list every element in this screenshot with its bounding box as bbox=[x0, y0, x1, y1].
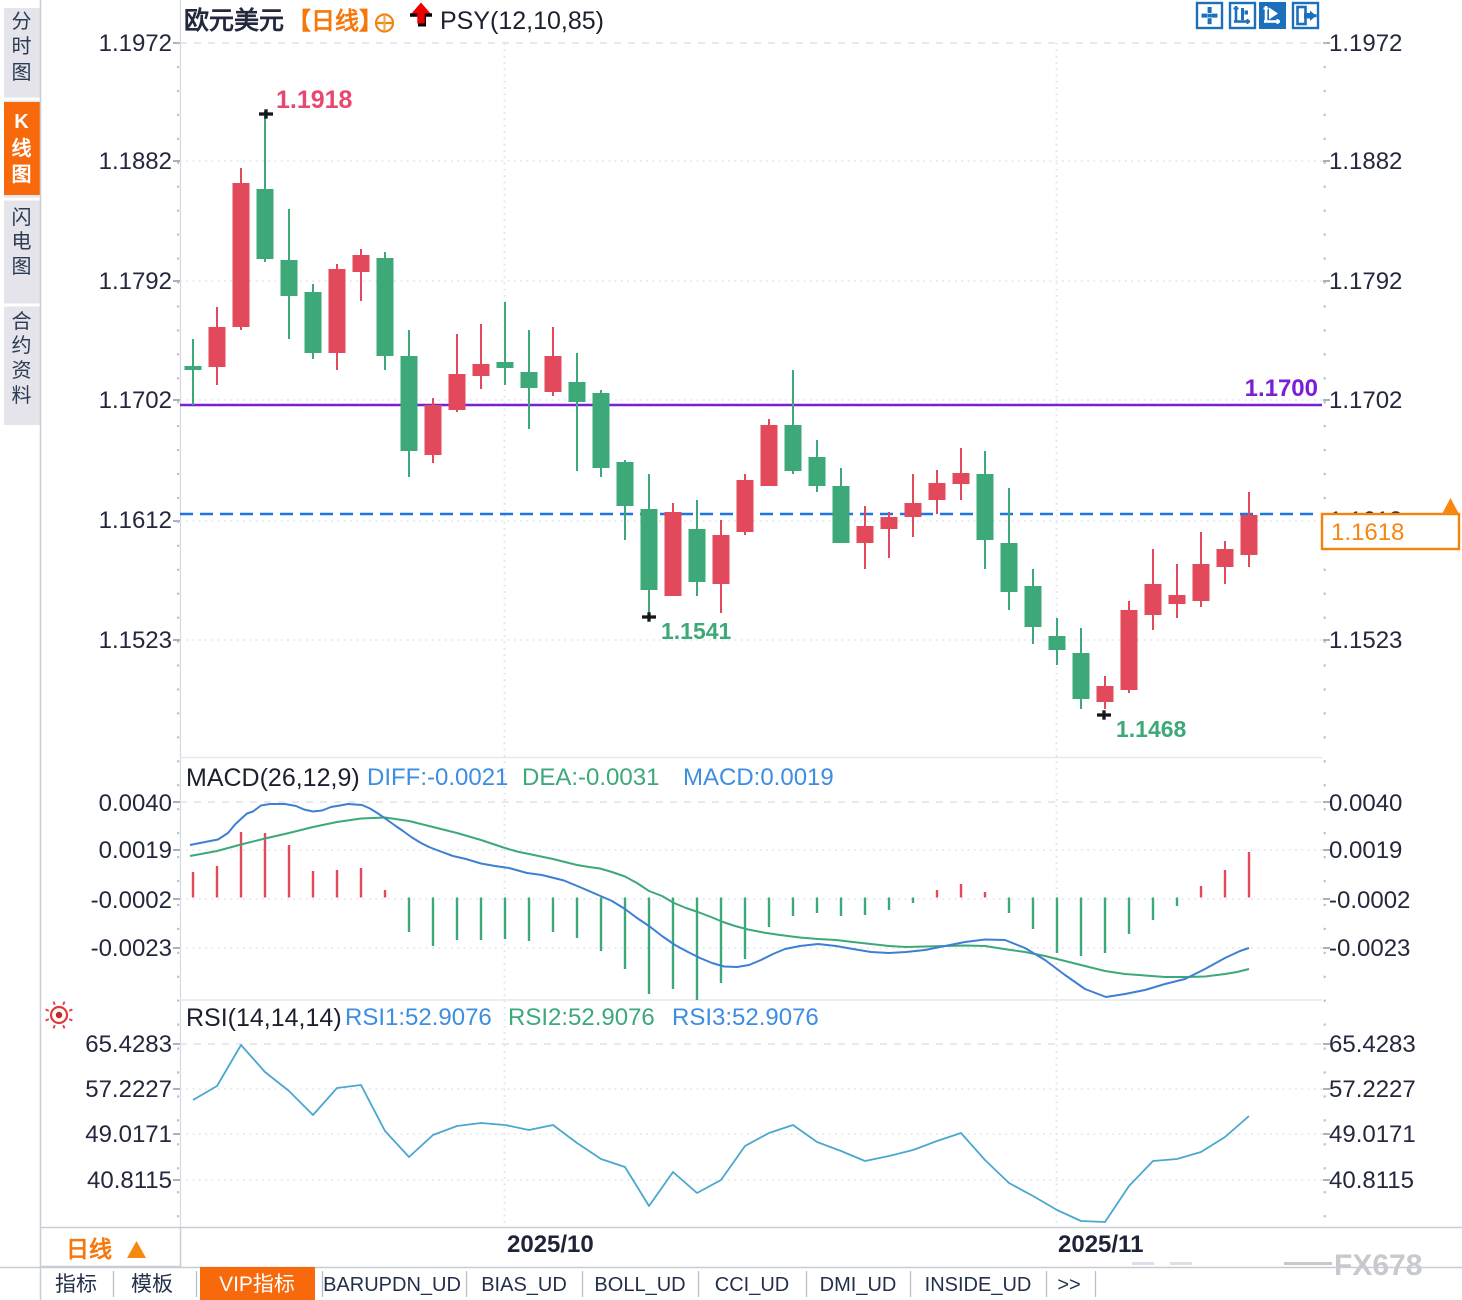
svg-text:-0.0023: -0.0023 bbox=[1329, 935, 1410, 962]
svg-text:0.0040: 0.0040 bbox=[1329, 790, 1402, 817]
svg-text:1.1523: 1.1523 bbox=[99, 627, 172, 654]
svg-text:日线: 日线 bbox=[66, 1236, 112, 1262]
svg-text:图: 图 bbox=[12, 256, 32, 278]
svg-text:2025/11: 2025/11 bbox=[1058, 1231, 1143, 1258]
svg-text:闪: 闪 bbox=[12, 206, 32, 229]
svg-text:MACD(26,12,9): MACD(26,12,9) bbox=[186, 764, 360, 792]
svg-text:FX678: FX678 bbox=[1334, 1249, 1422, 1282]
svg-text:电: 电 bbox=[12, 230, 32, 253]
svg-text:1.1468: 1.1468 bbox=[1116, 716, 1187, 742]
svg-text:1.1882: 1.1882 bbox=[1329, 148, 1402, 175]
svg-text:49.0171: 49.0171 bbox=[1329, 1121, 1416, 1148]
svg-text:0.0019: 0.0019 bbox=[99, 837, 172, 864]
svg-text:RSI1:52.9076: RSI1:52.9076 bbox=[345, 1004, 492, 1031]
svg-text:1.1972: 1.1972 bbox=[1329, 30, 1402, 57]
svg-text:0.0019: 0.0019 bbox=[1329, 837, 1402, 864]
svg-text:DIFF:-0.0021: DIFF:-0.0021 bbox=[367, 764, 508, 791]
svg-text:【日线】: 【日线】 bbox=[287, 8, 383, 35]
svg-text:49.0171: 49.0171 bbox=[85, 1121, 172, 1148]
svg-text:2025/10: 2025/10 bbox=[507, 1231, 594, 1258]
svg-text:1.1918: 1.1918 bbox=[276, 86, 353, 114]
svg-text:1.1972: 1.1972 bbox=[99, 30, 172, 57]
svg-text:模板: 模板 bbox=[131, 1273, 173, 1296]
svg-text:合: 合 bbox=[12, 310, 32, 333]
svg-text:1.1882: 1.1882 bbox=[99, 148, 172, 175]
svg-text:分: 分 bbox=[12, 10, 32, 33]
svg-text:指标: 指标 bbox=[55, 1273, 97, 1296]
svg-text:欧元美元: 欧元美元 bbox=[184, 6, 284, 35]
svg-text:1.1523: 1.1523 bbox=[1329, 627, 1402, 654]
svg-text:1.1618: 1.1618 bbox=[1331, 519, 1404, 546]
svg-text:图: 图 bbox=[12, 62, 32, 84]
svg-text:线: 线 bbox=[12, 136, 32, 160]
svg-text:BIAS_UD: BIAS_UD bbox=[481, 1274, 567, 1296]
svg-text:CCI_UD: CCI_UD bbox=[715, 1274, 789, 1296]
svg-text:DMI_UD: DMI_UD bbox=[820, 1274, 897, 1296]
svg-text:时: 时 bbox=[12, 35, 32, 58]
svg-text:40.8115: 40.8115 bbox=[1329, 1167, 1414, 1194]
svg-text:-0.0002: -0.0002 bbox=[1329, 887, 1410, 914]
svg-text:57.2227: 57.2227 bbox=[1329, 1076, 1416, 1103]
svg-text:1.1700: 1.1700 bbox=[1245, 375, 1318, 402]
svg-text:图: 图 bbox=[12, 163, 32, 186]
svg-text:1.1612: 1.1612 bbox=[99, 507, 172, 534]
svg-text:1.1702: 1.1702 bbox=[99, 387, 172, 414]
svg-text:资: 资 bbox=[12, 359, 32, 382]
svg-text:1.1792: 1.1792 bbox=[99, 268, 172, 295]
svg-text:-0.0002: -0.0002 bbox=[91, 887, 172, 914]
svg-text:1.1792: 1.1792 bbox=[1329, 268, 1402, 295]
svg-text:1.1702: 1.1702 bbox=[1329, 387, 1402, 414]
svg-text:DEA:-0.0031: DEA:-0.0031 bbox=[522, 764, 659, 791]
svg-text:VIP指标: VIP指标 bbox=[219, 1273, 295, 1296]
svg-text:-0.0023: -0.0023 bbox=[91, 935, 172, 962]
svg-text:RSI(14,14,14): RSI(14,14,14) bbox=[186, 1004, 342, 1032]
svg-text:65.4283: 65.4283 bbox=[85, 1031, 172, 1058]
svg-text:1.1541: 1.1541 bbox=[661, 618, 732, 644]
svg-text:57.2227: 57.2227 bbox=[85, 1076, 172, 1103]
svg-text:BOLL_UD: BOLL_UD bbox=[594, 1274, 685, 1296]
svg-text:0.0040: 0.0040 bbox=[99, 790, 172, 817]
svg-text:BARUPDN_UD: BARUPDN_UD bbox=[323, 1274, 461, 1296]
svg-text:料: 料 bbox=[12, 384, 32, 407]
svg-text:RSI3:52.9076: RSI3:52.9076 bbox=[672, 1004, 819, 1031]
svg-text:约: 约 bbox=[12, 334, 32, 357]
svg-text:PSY(12,10,85): PSY(12,10,85) bbox=[440, 7, 604, 35]
svg-text:K: K bbox=[14, 111, 29, 133]
svg-text:RSI2:52.9076: RSI2:52.9076 bbox=[508, 1004, 655, 1031]
svg-text:>>: >> bbox=[1057, 1274, 1080, 1296]
svg-text:65.4283: 65.4283 bbox=[1329, 1031, 1416, 1058]
svg-text:40.8115: 40.8115 bbox=[87, 1167, 172, 1194]
svg-text:INSIDE_UD: INSIDE_UD bbox=[925, 1274, 1032, 1296]
svg-text:MACD:0.0019: MACD:0.0019 bbox=[683, 764, 834, 791]
